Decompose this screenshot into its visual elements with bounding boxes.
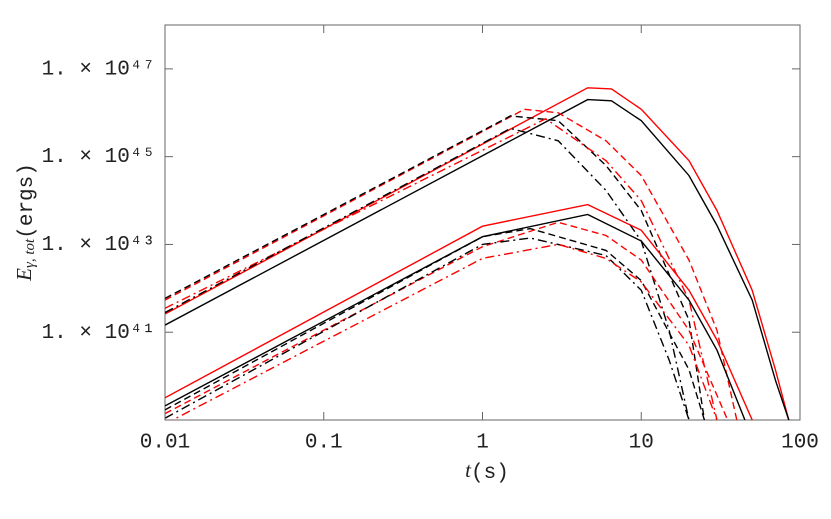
x-label-main: t xyxy=(465,458,472,482)
x-label-unit: (s) xyxy=(471,462,509,485)
series-line xyxy=(165,115,706,420)
y-label-main: E xyxy=(12,268,36,282)
x-tick-label: 0.1 xyxy=(305,432,343,455)
series-line xyxy=(165,203,753,420)
series-line xyxy=(165,87,790,420)
x-tick-label: 10 xyxy=(629,432,654,455)
series-line xyxy=(171,243,718,420)
series-line xyxy=(165,108,738,420)
series-line xyxy=(165,213,746,420)
y-tick-label: 1. × 10⁴⁵ xyxy=(42,146,155,169)
series-line xyxy=(165,221,729,420)
plot-frame xyxy=(164,24,801,421)
y-axis-label: Eγ, tot(ergs) xyxy=(12,163,39,282)
x-tick-label: 100 xyxy=(781,432,819,455)
y-tick-label: 1. × 10⁴¹ xyxy=(42,322,155,345)
x-tick-label: 0.01 xyxy=(140,432,190,455)
y-tick-label: 1. × 10⁴³ xyxy=(42,234,155,257)
series-line xyxy=(165,227,706,420)
series-line xyxy=(165,127,690,420)
series-line xyxy=(165,237,690,420)
y-label-sub: γ, tot xyxy=(22,238,38,268)
series-line xyxy=(165,98,790,420)
y-label-unit: (ergs) xyxy=(16,163,39,239)
y-tick-label: 1. × 10⁴⁷ xyxy=(42,58,155,81)
x-tick-label: 1 xyxy=(476,432,489,455)
x-axis-label: t(s) xyxy=(465,458,509,485)
